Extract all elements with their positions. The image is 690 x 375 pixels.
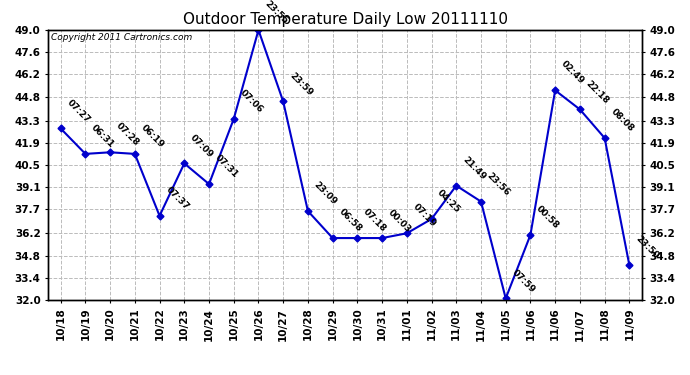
Text: 07:28: 07:28 (115, 122, 141, 148)
Text: 07:31: 07:31 (213, 153, 240, 180)
Text: Copyright 2011 Cartronics.com: Copyright 2011 Cartronics.com (51, 33, 193, 42)
Text: 07:06: 07:06 (238, 88, 264, 115)
Text: 23:59: 23:59 (287, 70, 314, 97)
Text: 23:50: 23:50 (633, 234, 660, 261)
Title: Outdoor Temperature Daily Low 20111110: Outdoor Temperature Daily Low 20111110 (182, 12, 508, 27)
Text: 07:59: 07:59 (510, 267, 537, 294)
Text: 06:31: 06:31 (90, 123, 116, 150)
Text: 06:58: 06:58 (337, 207, 364, 234)
Text: 07:09: 07:09 (188, 133, 215, 159)
Text: 00:58: 00:58 (535, 204, 561, 231)
Text: 23:09: 23:09 (312, 180, 339, 207)
Text: 02:49: 02:49 (560, 60, 586, 86)
Text: 07:27: 07:27 (65, 98, 92, 124)
Text: 23:56: 23:56 (485, 171, 512, 197)
Text: 07:18: 07:18 (362, 207, 388, 234)
Text: 00:03: 00:03 (386, 207, 413, 234)
Text: 23:55: 23:55 (263, 0, 289, 26)
Text: 21:49: 21:49 (460, 155, 487, 182)
Text: 06:19: 06:19 (139, 123, 166, 150)
Text: 08:08: 08:08 (609, 107, 635, 134)
Text: 22:18: 22:18 (584, 79, 611, 105)
Text: 07:19: 07:19 (411, 202, 437, 229)
Text: 04:25: 04:25 (435, 188, 462, 215)
Text: 07:37: 07:37 (164, 185, 190, 211)
